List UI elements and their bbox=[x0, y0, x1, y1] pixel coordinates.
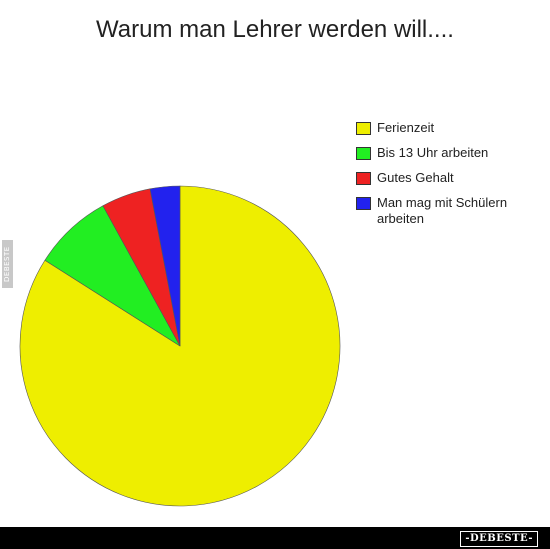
legend-label-gutes-gehalt: Gutes Gehalt bbox=[377, 170, 454, 185]
legend-swatch-ferienzeit bbox=[356, 122, 371, 135]
legend-swatch-gutes-gehalt bbox=[356, 172, 371, 185]
legend-label-schuelern: Man mag mit Schülern arbeiten bbox=[377, 195, 508, 226]
side-watermark: DEBESTE bbox=[2, 240, 13, 288]
chart-legend: Ferienzeit Bis 13 Uhr arbeiten Gutes Geh… bbox=[356, 120, 536, 236]
legend-swatch-bis-13-uhr bbox=[356, 147, 371, 160]
legend-label-ferienzeit: Ferienzeit bbox=[377, 120, 435, 135]
legend-item-schuelern: Man mag mit Schülern arbeiten bbox=[356, 195, 536, 227]
legend-item-gutes-gehalt: Gutes Gehalt bbox=[356, 170, 536, 186]
legend-swatch-schuelern bbox=[356, 197, 371, 210]
legend-item-bis-13-uhr: Bis 13 Uhr arbeiten bbox=[356, 145, 536, 161]
chart-title: Warum man Lehrer werden will.... bbox=[96, 16, 454, 43]
footer-bar: -DEBESTE- bbox=[0, 527, 550, 549]
debeste-logo: -DEBESTE- bbox=[460, 531, 538, 547]
legend-item-ferienzeit: Ferienzeit bbox=[356, 120, 536, 136]
pie-slice-man-mag-mit-sch-lern-arbeiten bbox=[149, 185, 181, 347]
legend-label-bis-13-uhr: Bis 13 Uhr arbeiten bbox=[377, 145, 489, 160]
